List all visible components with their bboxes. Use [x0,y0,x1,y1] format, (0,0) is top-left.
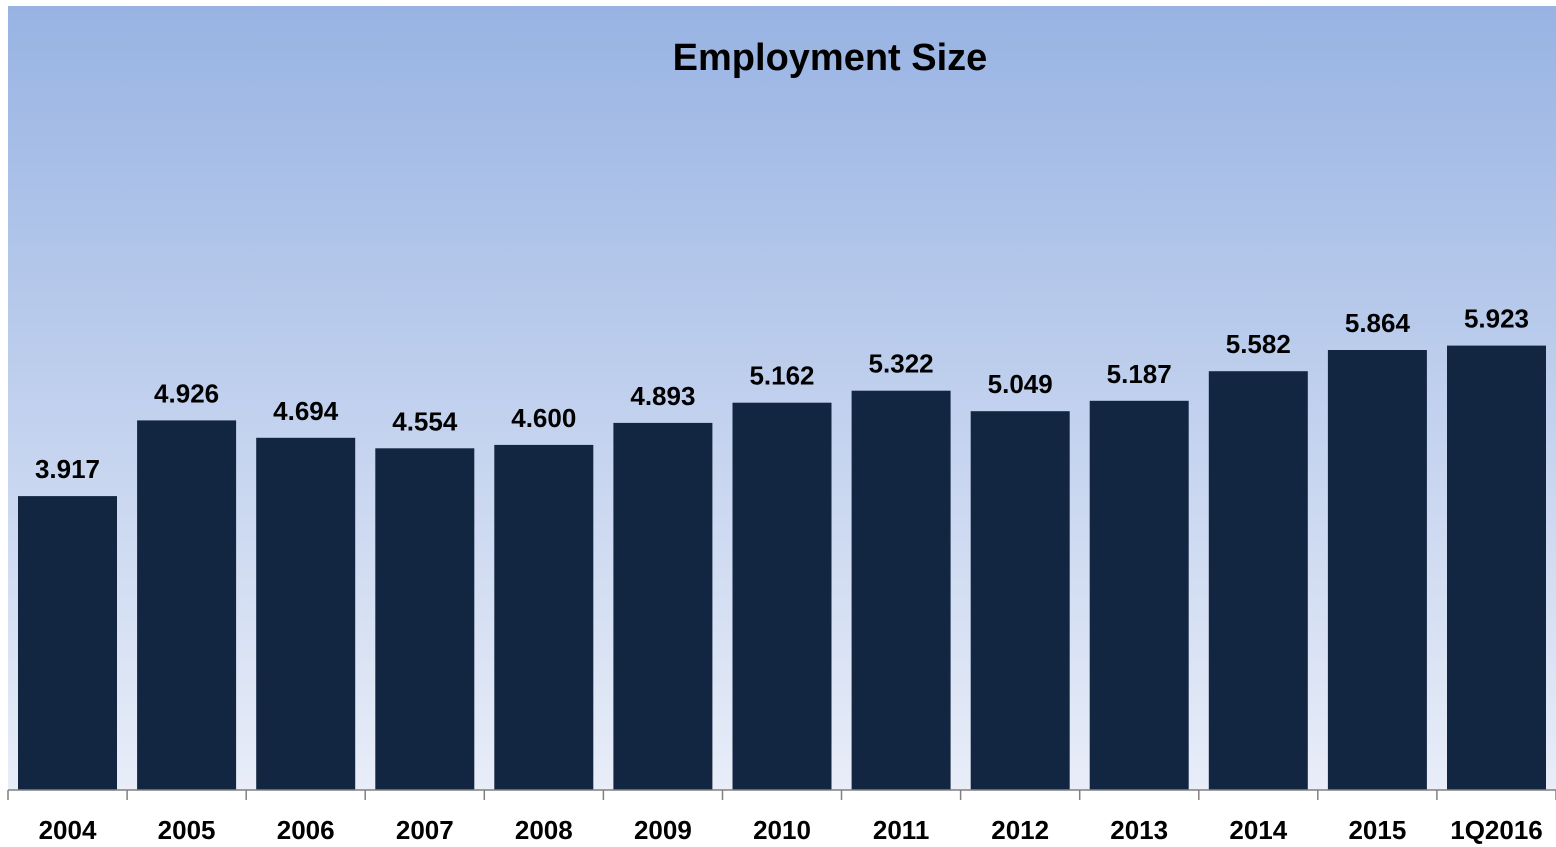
x-tick-label-2009: 2009 [634,815,692,845]
bar-2008 [494,444,594,790]
x-tick-label-2012: 2012 [991,815,1049,845]
x-tick-label-2007: 2007 [396,815,454,845]
data-labels-group: 3.917 4.926 4.694 4.554 4.600 4.893 5.162 5.322… [35,304,1529,485]
bar-2004 [18,496,117,790]
data-label-2013: 5.187 [1107,359,1172,389]
bar-2010 [732,402,832,790]
chart-title: Employment Size [673,37,988,79]
data-label-2008: 4.600 [511,403,576,433]
bar-2013 [1089,400,1189,790]
x-tick-label-1Q2016: 1Q2016 [1450,815,1543,845]
bar-2014 [1208,371,1308,790]
bar-2015 [1327,350,1427,790]
bars-group [18,345,1546,790]
bar-2012 [970,411,1070,790]
x-tick-label-2013: 2013 [1110,815,1168,845]
data-label-2015: 5.864 [1345,308,1411,338]
data-label-2004: 3.917 [35,454,100,484]
data-label-1Q2016: 5.923 [1464,304,1529,334]
x-tick-label-2004: 2004 [39,815,97,845]
data-label-2009: 4.893 [630,381,695,411]
data-label-2007: 4.554 [392,406,458,436]
data-label-2005: 4.926 [154,378,219,408]
bar-2006 [256,437,356,790]
data-label-2011: 5.322 [869,349,934,379]
bar-1Q2016 [1447,345,1546,790]
x-tick-label-2008: 2008 [515,815,573,845]
bar-2011 [851,390,951,790]
bar-2005 [137,420,237,790]
bar-2007 [375,448,475,790]
x-tick-label-2011: 2011 [873,815,929,845]
data-label-2014: 5.582 [1226,329,1291,359]
x-tick-label-2010: 2010 [753,815,811,845]
bar-2009 [613,422,713,790]
x-tick-label-2014: 2014 [1229,815,1287,845]
x-tick-label-2006: 2006 [277,815,335,845]
x-axis-ticks-group: 2004 2005 2006 2007 2008 2009 2010 2011 2012 2013… [7,790,1556,845]
data-label-2012: 5.049 [988,369,1053,399]
x-tick-label-2005: 2005 [158,815,216,845]
x-tick-label-2015: 2015 [1348,815,1406,845]
data-label-2010: 5.162 [749,361,814,391]
data-label-2006: 4.694 [273,396,339,426]
